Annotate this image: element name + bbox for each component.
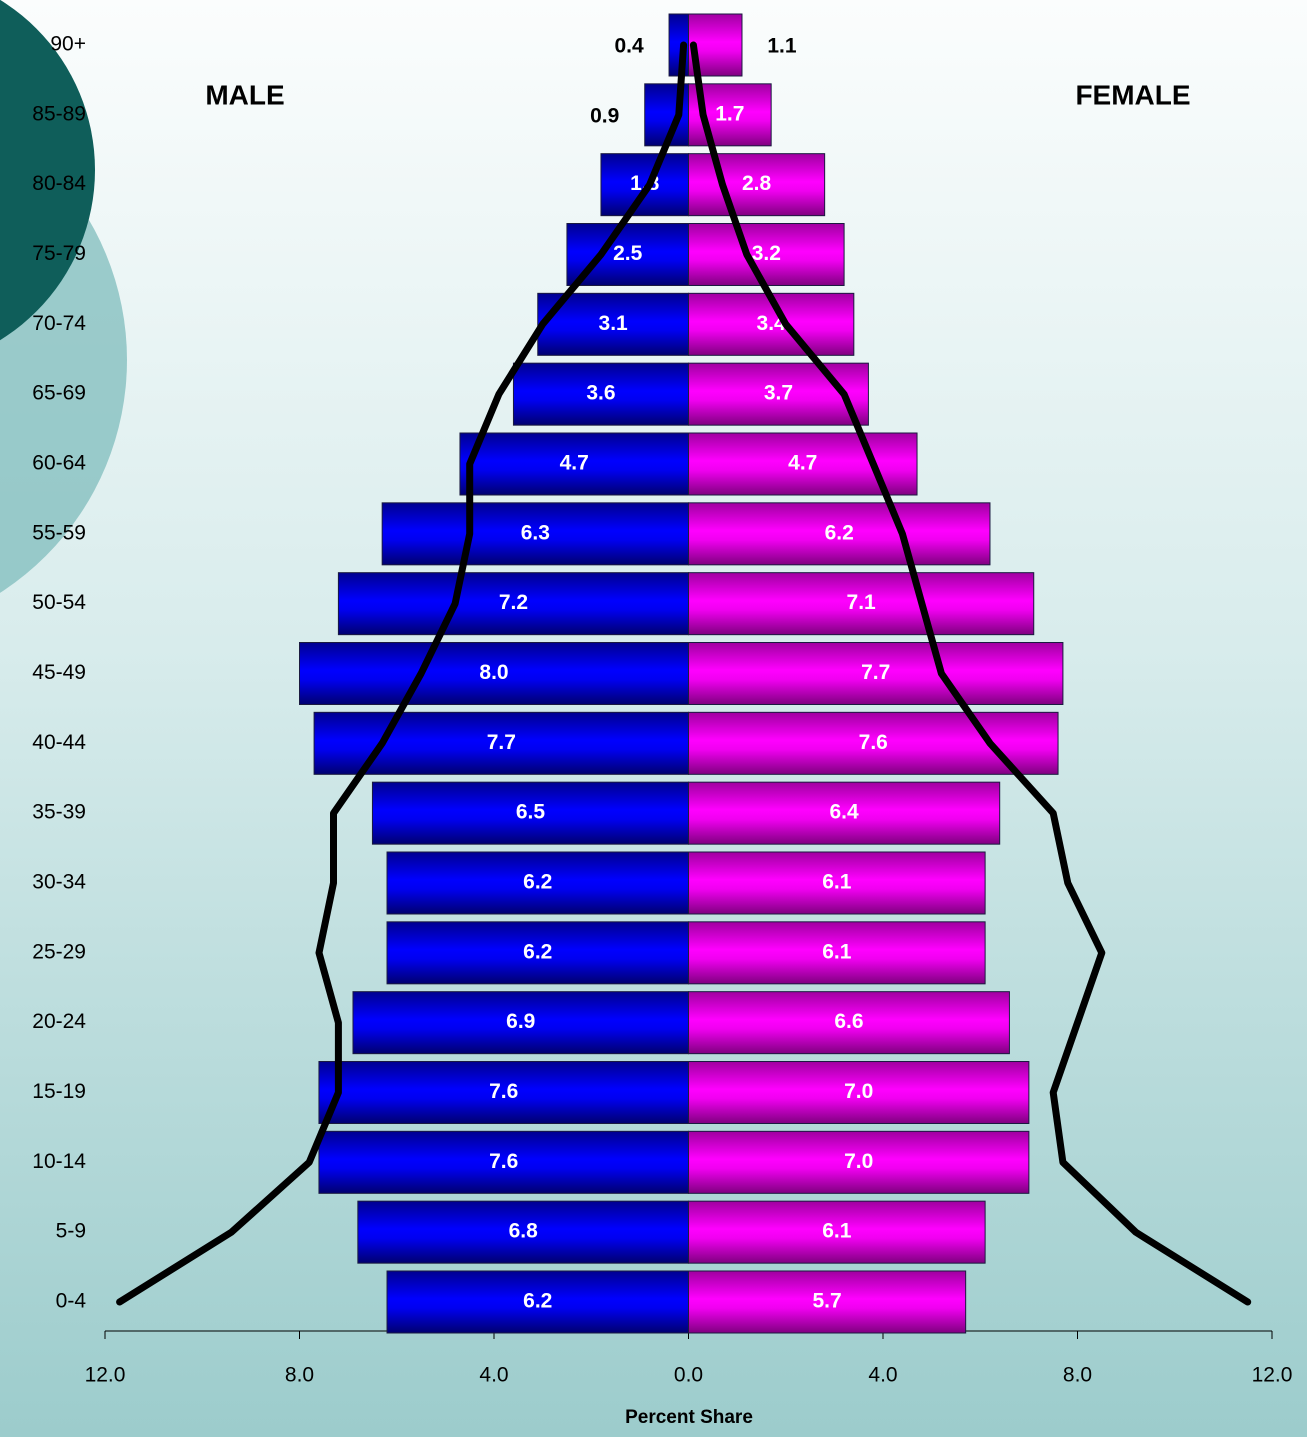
value-label: 6.1	[822, 1220, 852, 1243]
y-tick-label: 70-74	[32, 312, 86, 335]
value-label: 4.7	[560, 452, 589, 475]
y-tick-label: 65-69	[32, 382, 86, 405]
value-label: 7.7	[861, 661, 890, 684]
y-tick-label: 85-89	[32, 102, 86, 125]
y-tick-label: 35-39	[32, 801, 86, 824]
y-tick-label: 40-44	[32, 731, 86, 754]
value-label: 1.1	[767, 35, 797, 58]
y-tick-label: 0-4	[56, 1290, 87, 1313]
x-axis-title: Percent Share	[625, 1407, 753, 1428]
value-label: 6.3	[521, 521, 550, 544]
value-label: 6.2	[825, 521, 854, 544]
y-tick-label: 80-84	[32, 172, 86, 195]
y-tick-label: 25-29	[32, 940, 86, 963]
value-label: 6.1	[822, 940, 852, 963]
y-tick-label: 90+	[50, 33, 86, 56]
value-label: 8.0	[479, 661, 508, 684]
value-label: 6.6	[834, 1010, 863, 1033]
chart: MALE FEMALE Percent Share 12.0 8.0 4.0 0.0 4…	[0, 0, 1307, 1437]
x-tick-label: 4.0	[479, 1364, 508, 1387]
value-label: 6.1	[822, 871, 852, 894]
value-label: 6.4	[829, 801, 859, 824]
legend-label: FEMALE	[1075, 79, 1190, 110]
value-label: 7.6	[859, 731, 888, 754]
x-tick-label: 0.0	[674, 1364, 703, 1387]
value-label: 6.5	[516, 801, 546, 824]
value-label: 7.2	[499, 591, 528, 614]
value-label: 0.4	[614, 35, 644, 58]
x-tick-label: 8.0	[285, 1364, 314, 1387]
x-tick-label: 4.0	[868, 1364, 897, 1387]
value-label: 0.9	[590, 104, 619, 127]
value-label: 7.6	[489, 1080, 518, 1103]
x-tick-label: 12.0	[1252, 1364, 1293, 1387]
value-label: 3.6	[586, 382, 615, 405]
value-label: 2.5	[613, 242, 643, 265]
y-tick-label: 10-14	[32, 1150, 86, 1173]
x-tick-label: 8.0	[1063, 1364, 1092, 1387]
value-label: 6.2	[523, 940, 552, 963]
y-tick-label: 50-54	[32, 591, 86, 614]
value-label: 6.9	[506, 1010, 535, 1033]
value-label: 3.2	[752, 242, 781, 265]
y-tick-label: 20-24	[32, 1010, 86, 1033]
value-label: 5.7	[812, 1290, 841, 1313]
value-label: 7.6	[489, 1150, 518, 1173]
value-label: 6.8	[509, 1220, 539, 1243]
value-label: 4.7	[788, 452, 817, 475]
value-label: 1.7	[715, 102, 744, 125]
legend-label: MALE	[205, 79, 284, 110]
y-tick-label: 45-49	[32, 661, 86, 684]
y-tick-label: 5-9	[56, 1220, 86, 1243]
value-label: 7.0	[844, 1150, 873, 1173]
value-label: 3.1	[599, 312, 629, 335]
y-tick-label: 30-34	[32, 871, 86, 894]
value-label: 2.8	[742, 172, 772, 195]
x-tick-label: 12.0	[85, 1364, 126, 1387]
value-label: 6.2	[523, 871, 552, 894]
y-tick-label: 60-64	[32, 452, 86, 475]
value-label: 7.1	[847, 591, 877, 614]
value-label: 3.7	[764, 382, 793, 405]
value-label: 7.7	[487, 731, 516, 754]
y-tick-label: 15-19	[32, 1080, 86, 1103]
value-label: 7.0	[844, 1080, 873, 1103]
y-tick-label: 75-79	[32, 242, 86, 265]
value-label: 6.2	[523, 1290, 552, 1313]
y-tick-label: 55-59	[32, 521, 86, 544]
